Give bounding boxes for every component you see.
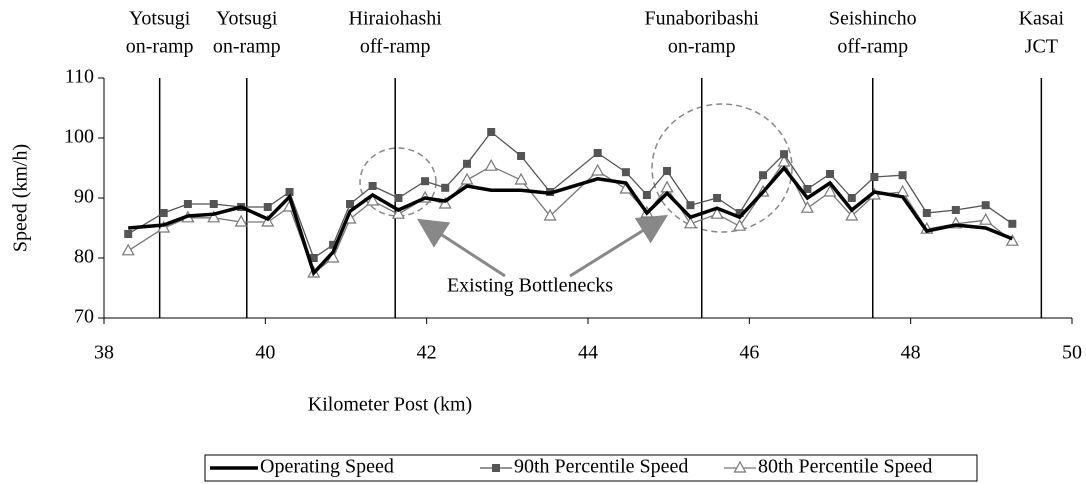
marker bbox=[543, 208, 557, 221]
marker bbox=[366, 193, 380, 206]
marker bbox=[438, 196, 452, 209]
y-tick-label: 80 bbox=[74, 246, 94, 268]
marker bbox=[621, 168, 630, 177]
location-label: Yotsugi bbox=[129, 8, 191, 30]
marker bbox=[870, 173, 879, 181]
marker bbox=[487, 128, 496, 136]
marker bbox=[329, 240, 338, 249]
marker bbox=[759, 171, 768, 180]
series-line bbox=[128, 165, 1013, 277]
marker bbox=[1005, 233, 1019, 246]
marker bbox=[157, 220, 171, 233]
marker bbox=[309, 254, 318, 262]
marker bbox=[234, 214, 248, 227]
location-label: Kasai bbox=[1019, 8, 1065, 30]
marker bbox=[845, 208, 859, 221]
legend-label: 80th Percentile Speed bbox=[758, 456, 932, 478]
marker bbox=[780, 150, 789, 159]
marker bbox=[514, 172, 528, 185]
marker bbox=[800, 200, 814, 213]
marker bbox=[823, 184, 837, 197]
marker bbox=[922, 209, 931, 217]
legend-marker bbox=[492, 464, 500, 472]
legend-marker bbox=[733, 460, 747, 473]
bottleneck-circle bbox=[651, 103, 793, 233]
location-label: off-ramp bbox=[837, 36, 908, 58]
marker bbox=[368, 182, 377, 190]
marker bbox=[484, 158, 498, 171]
location-label: off-ramp bbox=[360, 36, 431, 58]
marker bbox=[183, 200, 192, 208]
location-label: Yotsugi bbox=[216, 8, 278, 30]
marker bbox=[346, 200, 355, 208]
marker bbox=[124, 230, 133, 238]
legend-label: 90th Percentile Speed bbox=[514, 456, 688, 478]
marker bbox=[159, 209, 168, 217]
location-label: Hiraiohashi bbox=[349, 8, 443, 30]
marker bbox=[394, 194, 403, 202]
marker bbox=[660, 180, 674, 193]
y-tick-label: 100 bbox=[64, 126, 94, 148]
marker bbox=[441, 183, 450, 192]
legend-box bbox=[204, 454, 978, 482]
marker bbox=[263, 203, 272, 211]
annotation: Existing Bottlenecks bbox=[447, 275, 613, 297]
marker bbox=[1008, 219, 1017, 228]
x-tick-label: 50 bbox=[1062, 342, 1082, 364]
marker bbox=[683, 216, 697, 229]
marker bbox=[209, 200, 218, 208]
location-label: JCT bbox=[1025, 36, 1058, 58]
marker bbox=[710, 206, 724, 219]
x-tick-label: 44 bbox=[578, 342, 598, 364]
marker bbox=[826, 170, 834, 178]
marker bbox=[713, 194, 722, 202]
location-label: on-ramp bbox=[213, 36, 281, 58]
location-label: on-ramp bbox=[126, 36, 194, 58]
marker bbox=[463, 159, 471, 168]
marker bbox=[803, 185, 812, 193]
marker bbox=[735, 209, 744, 217]
marker bbox=[421, 177, 430, 186]
marker bbox=[261, 214, 275, 227]
y-axis-title: Speed (km/h) bbox=[10, 144, 32, 252]
marker bbox=[207, 210, 221, 223]
marker bbox=[591, 163, 605, 176]
arrow bbox=[416, 218, 506, 278]
marker bbox=[663, 167, 672, 175]
y-tick-label: 70 bbox=[74, 306, 94, 328]
marker bbox=[460, 172, 474, 185]
marker bbox=[642, 191, 651, 199]
location-label: Seishincho bbox=[829, 8, 917, 30]
marker bbox=[686, 201, 695, 210]
x-tick-label: 40 bbox=[255, 342, 275, 364]
location-label: on-ramp bbox=[668, 36, 736, 58]
marker bbox=[391, 206, 405, 219]
y-tick-label: 90 bbox=[74, 186, 94, 208]
x-tick-label: 38 bbox=[94, 342, 114, 364]
marker bbox=[121, 243, 135, 256]
marker bbox=[285, 188, 294, 196]
x-axis-title: Kilometer Post (km) bbox=[308, 394, 472, 416]
location-label: Funaboribashi bbox=[645, 8, 760, 30]
marker bbox=[517, 152, 526, 160]
marker bbox=[847, 194, 856, 202]
marker bbox=[898, 171, 907, 180]
marker bbox=[951, 206, 960, 214]
x-tick-label: 46 bbox=[739, 342, 759, 364]
x-tick-label: 48 bbox=[901, 342, 921, 364]
marker bbox=[979, 212, 993, 225]
marker bbox=[733, 218, 747, 231]
marker bbox=[981, 201, 990, 210]
legend-label: Operating Speed bbox=[260, 456, 394, 478]
bottleneck-circle bbox=[359, 147, 437, 217]
y-tick-label: 110 bbox=[65, 66, 94, 88]
marker bbox=[593, 149, 602, 157]
arrow bbox=[569, 214, 669, 278]
x-tick-label: 42 bbox=[417, 342, 437, 364]
